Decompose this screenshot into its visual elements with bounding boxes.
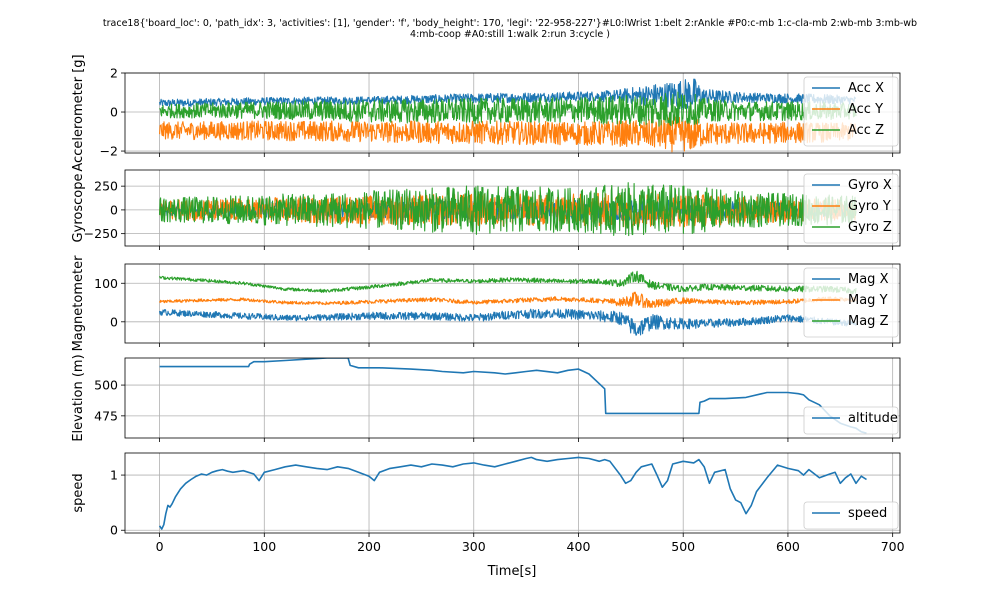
series-line-gyro-z	[159, 182, 857, 237]
legend-acc: Acc X Acc Y Acc Z	[803, 76, 899, 147]
y-tick-label: 0	[110, 105, 118, 120]
series-line-mag-y	[159, 291, 857, 309]
axes-frame	[124, 169, 901, 247]
y-axis-label: Accelerometer [g]	[71, 54, 86, 171]
subplot-mag: 0 100 Magnetometer Mag X Mag Y Mag Z	[71, 255, 901, 351]
y-axis-label: Elevation (m)	[71, 354, 86, 441]
series-line-speed	[158, 456, 867, 530]
legend-label: Acc Z	[848, 123, 884, 138]
legend-gyro: Gyro X Gyro Y Gyro Z	[803, 173, 899, 244]
y-tick-label: 500	[94, 378, 118, 393]
figure-title-line-2: 4:mb-coop #A0:still 1:walk 2:run 3:cycle…	[410, 29, 610, 40]
y-tick-label: 2	[110, 66, 118, 81]
y-tick-label: 0	[110, 314, 118, 329]
elevation-series-group	[159, 358, 867, 434]
axes-frame	[124, 452, 901, 534]
legend-label: Mag Y	[848, 293, 888, 308]
x-tick-label: 200	[357, 539, 381, 554]
mag-series-group	[159, 270, 857, 336]
axes-frame	[124, 357, 901, 439]
y-axis-label: speed	[71, 473, 86, 512]
legend-box	[803, 501, 899, 530]
x-tick-label: 100	[252, 539, 276, 554]
series-line-altitude	[159, 358, 867, 434]
y-tick-label: 475	[94, 408, 118, 423]
axes-frame	[124, 72, 901, 154]
y-tick-label: −250	[84, 226, 118, 241]
legend-label: altitude	[848, 411, 898, 426]
x-tick-label: 700	[881, 539, 905, 554]
series-line-acc-z	[159, 91, 857, 127]
gyro-series-group	[159, 182, 857, 237]
legend-label: Mag Z	[848, 314, 889, 329]
subplot-acc: −2 0 2 Accelerometer [g] Acc X Acc Y Acc Z	[71, 54, 901, 172]
x-tick-label: 400	[567, 539, 591, 554]
x-axis-label: Time[s]	[487, 564, 537, 579]
series-line-mag-z	[159, 270, 857, 295]
legend-elevation: altitude	[803, 406, 899, 435]
speed-series-group	[158, 456, 867, 530]
y-tick-label: 0	[110, 523, 118, 538]
y-tick-label: 100	[94, 276, 118, 291]
series-line-acc-x	[159, 78, 857, 111]
legend-label: Acc X	[848, 81, 884, 96]
subplot-speed: 0 1 0 100 200 300 400 500 600 700 speed speed	[71, 452, 905, 554]
legend-label: Gyro Y	[848, 199, 891, 214]
axes-frame	[124, 263, 901, 344]
legend-mag: Mag X Mag Y Mag Z	[803, 267, 899, 338]
acc-series-group	[159, 78, 857, 153]
y-tick-label: 0	[110, 202, 118, 217]
legend-box	[803, 173, 899, 244]
legend-label: Mag X	[848, 272, 889, 287]
y-axis-label: Gyroscope	[71, 174, 86, 243]
series-line-acc-y	[159, 116, 857, 153]
subplot-panels: −2 0 2 Accelerometer [g] Acc X Acc Y Acc Z −250…	[71, 54, 905, 554]
y-axis-label: Magnetometer	[71, 255, 86, 351]
legend-box	[803, 267, 899, 338]
legend-label: speed	[848, 506, 887, 521]
series-line-gyro-y	[159, 192, 857, 229]
legend-speed: speed	[803, 501, 899, 530]
series-line-mag-x	[159, 308, 857, 336]
x-tick-label: 300	[462, 539, 486, 554]
legend-box	[803, 406, 899, 435]
x-tick-label: 0	[156, 539, 164, 554]
legend-box	[803, 76, 899, 147]
legend-label: Gyro X	[848, 178, 892, 193]
subplot-gyro: −250 0 250 Gyroscope Gyro X Gyro Y Gyro Z	[71, 169, 901, 250]
x-tick-label: 600	[776, 539, 800, 554]
y-tick-label: 250	[94, 179, 118, 194]
figure-title-line-1: trace18{'board_loc': 0, 'path_idx': 3, '…	[103, 18, 917, 29]
legend-label: Acc Y	[848, 102, 883, 117]
subplot-elevation: 475 500 Elevation (m) altitude	[71, 354, 901, 442]
y-tick-label: −2	[100, 144, 118, 159]
y-tick-label: 1	[110, 468, 118, 483]
x-tick-label: 500	[671, 539, 695, 554]
legend-label: Gyro Z	[848, 220, 892, 235]
